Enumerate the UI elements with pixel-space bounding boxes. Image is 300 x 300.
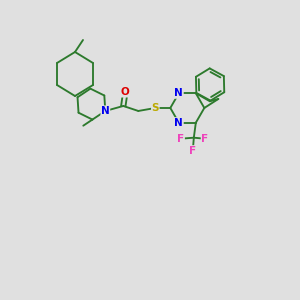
Text: F: F — [201, 134, 208, 144]
Text: F: F — [189, 146, 197, 156]
Text: N: N — [101, 106, 110, 116]
Text: S: S — [152, 103, 159, 113]
Text: N: N — [174, 88, 183, 98]
Text: N: N — [174, 118, 183, 128]
Text: O: O — [121, 87, 130, 97]
Text: F: F — [177, 134, 184, 144]
